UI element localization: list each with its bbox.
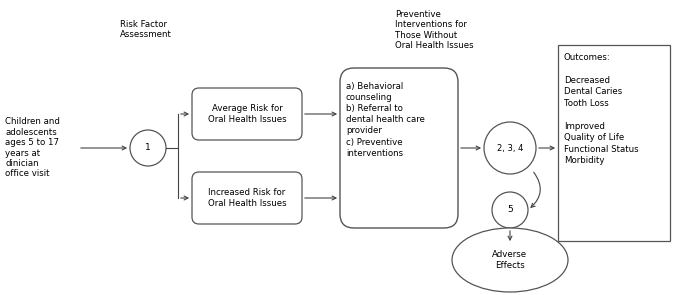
FancyBboxPatch shape (340, 68, 458, 228)
Text: Children and
adolescents
ages 5 to 17
years at
dinician
office visit: Children and adolescents ages 5 to 17 ye… (5, 117, 60, 178)
Text: Increased Risk for
Oral Health Issues: Increased Risk for Oral Health Issues (208, 188, 286, 208)
Text: 2, 3, 4: 2, 3, 4 (497, 143, 523, 153)
Text: Average Risk for
Oral Health Issues: Average Risk for Oral Health Issues (208, 104, 286, 124)
Ellipse shape (452, 228, 568, 292)
Text: Outcomes:

Decreased
Dental Caries
Tooth Loss

Improved
Quality of Life
Function: Outcomes: Decreased Dental Caries Tooth … (564, 53, 639, 165)
Circle shape (130, 130, 166, 166)
FancyBboxPatch shape (192, 88, 302, 140)
Text: a) Behavioral
counseling
b) Referral to
dental health care
provider
c) Preventiv: a) Behavioral counseling b) Referral to … (346, 82, 425, 158)
Bar (558, 45, 670, 241)
Text: 5: 5 (507, 206, 513, 214)
Text: Adverse
Effects: Adverse Effects (493, 250, 528, 270)
FancyBboxPatch shape (192, 172, 302, 224)
Text: Preventive
Interventions for
Those Without
Oral Health Issues: Preventive Interventions for Those Witho… (395, 10, 474, 50)
Text: 1: 1 (145, 143, 151, 153)
Text: Risk Factor
Assessment: Risk Factor Assessment (120, 20, 172, 40)
Circle shape (492, 192, 528, 228)
Circle shape (484, 122, 536, 174)
